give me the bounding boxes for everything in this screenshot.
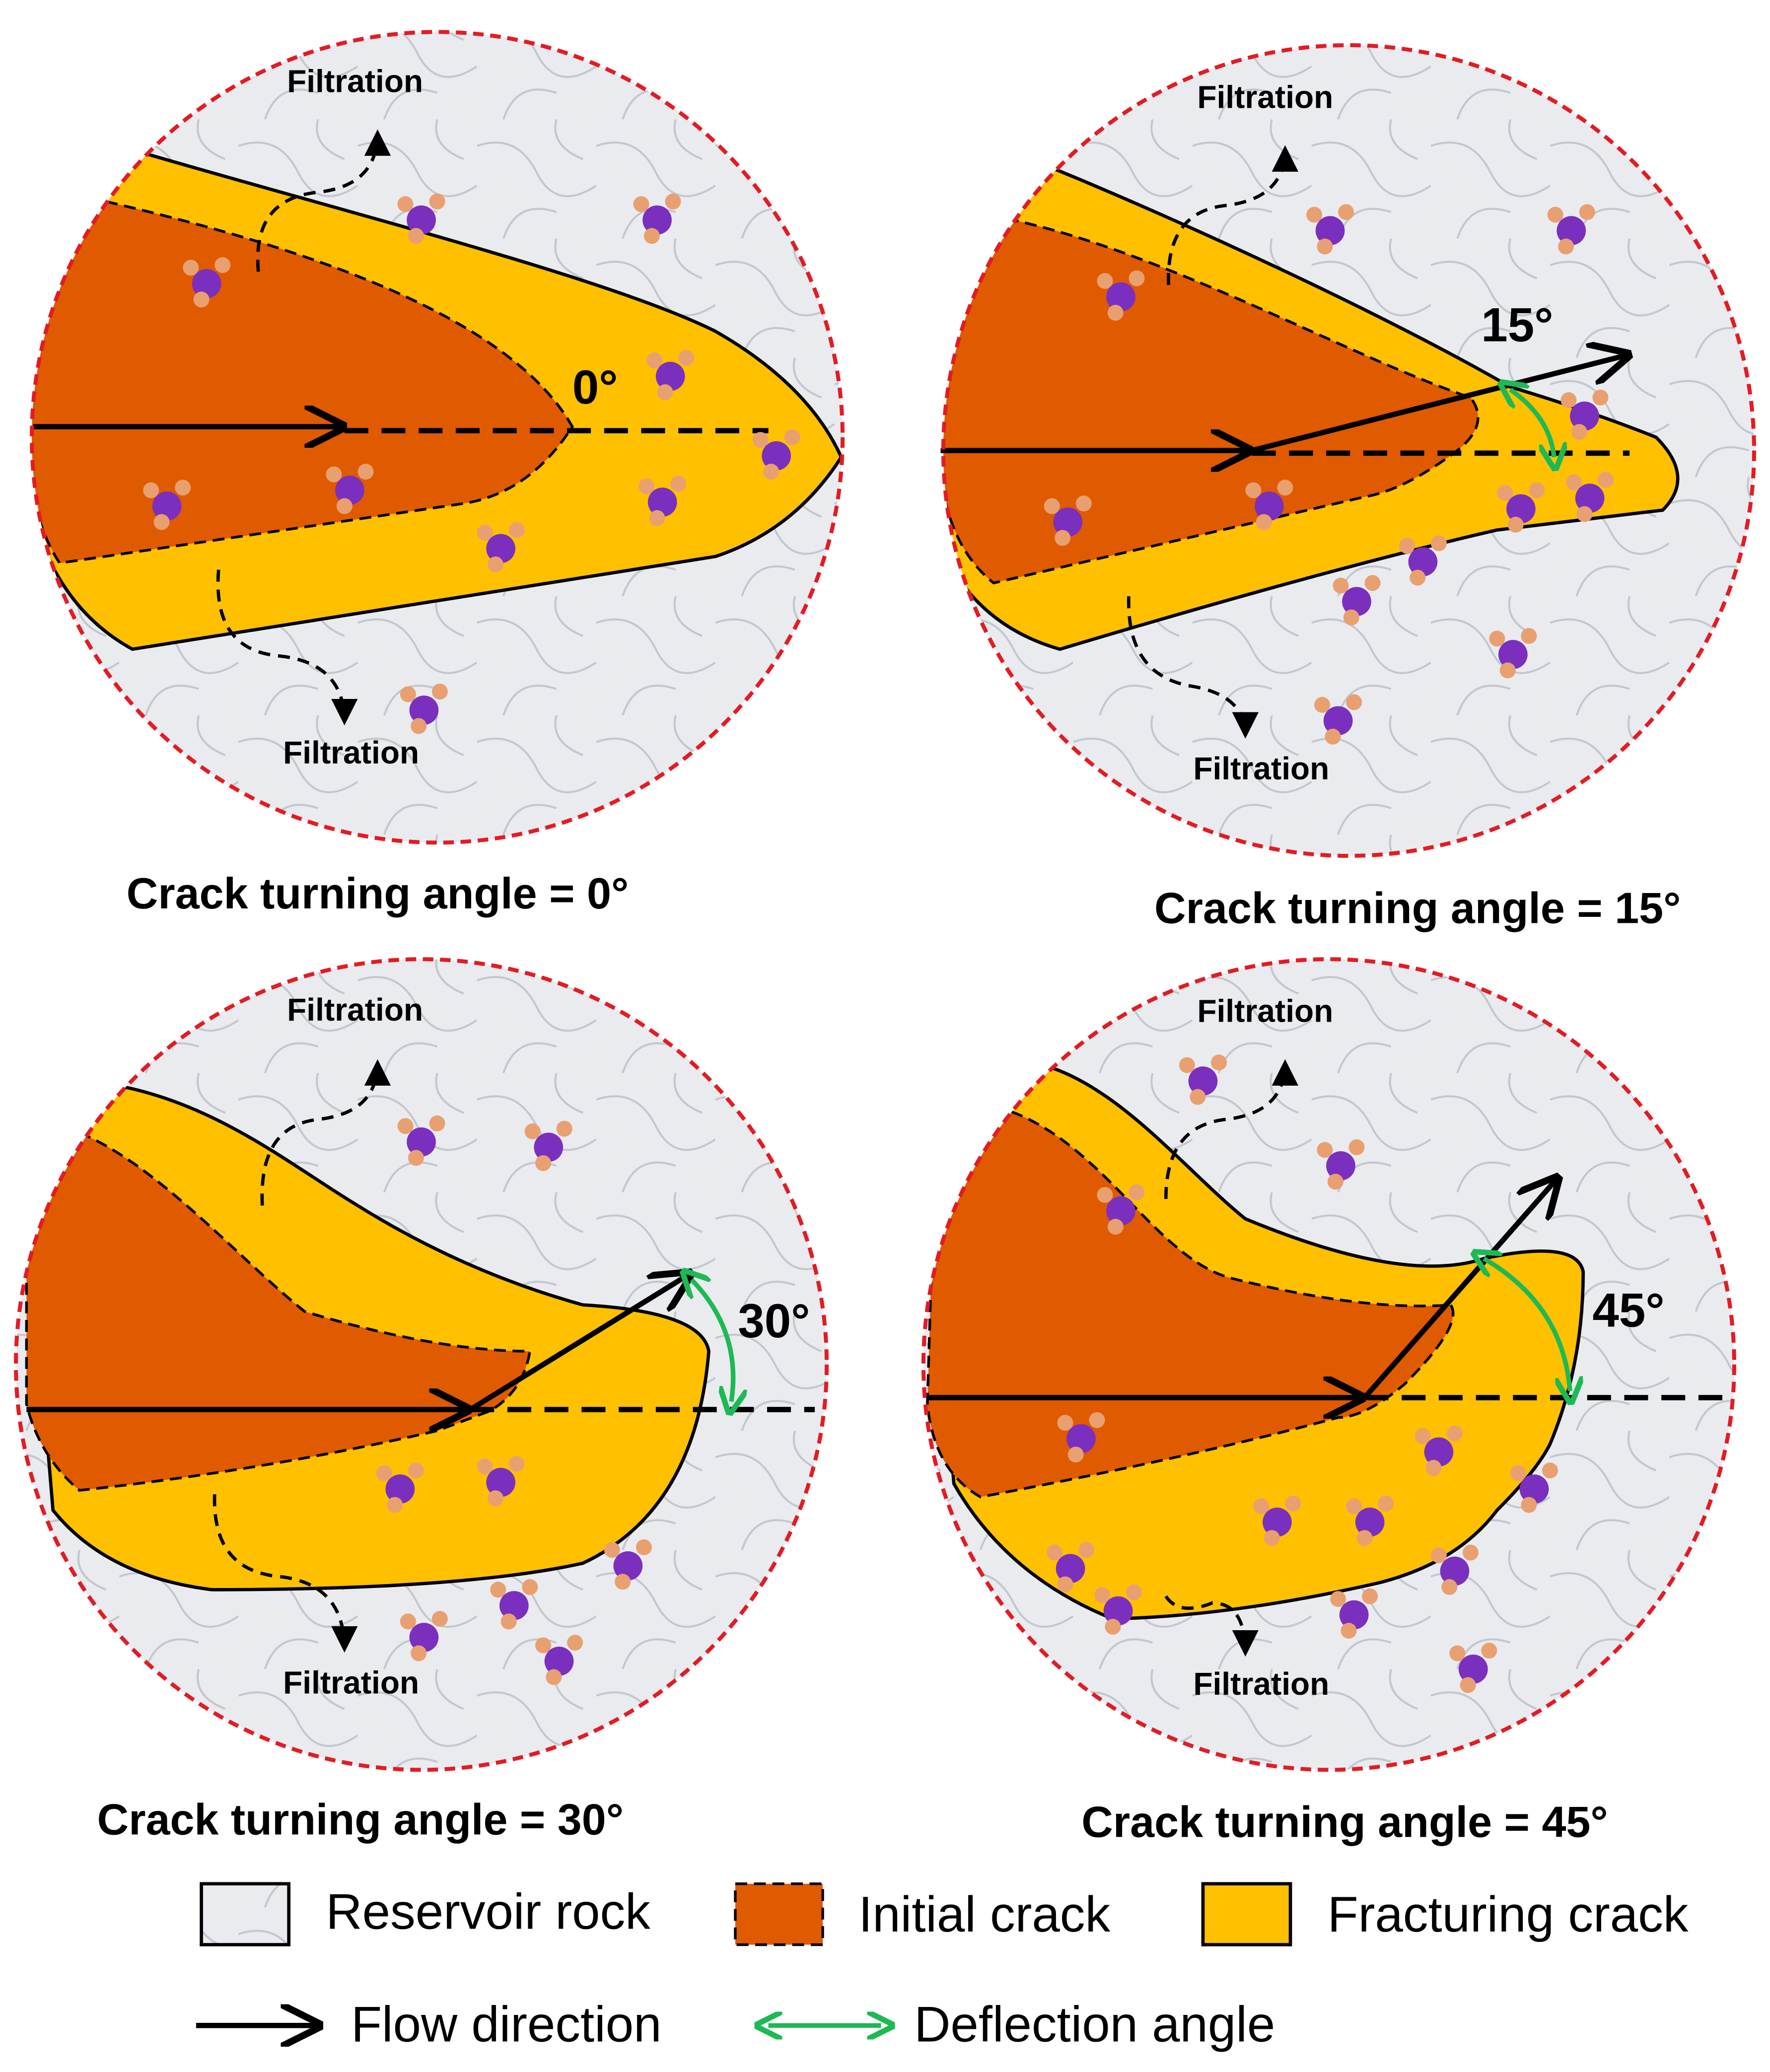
panel: Filtration Filtration 15° Crack turning … <box>940 43 1756 932</box>
legend-label: Reservoir rock <box>326 1884 650 1940</box>
panel: Filtration Filtration 0° Crack turning a… <box>30 30 845 918</box>
initial-crack <box>943 217 1480 585</box>
angle-label: 15° <box>1481 298 1553 351</box>
legend-label: Fracturing crack <box>1328 1886 1689 1942</box>
shape <box>921 957 1736 1772</box>
legend-label: Deflection angle <box>914 1996 1275 2052</box>
initial-crack <box>25 1131 532 1492</box>
shape <box>200 1882 291 1946</box>
shape <box>1201 1882 1292 1946</box>
shape <box>1167 145 1299 285</box>
filtration-label: Filtration <box>1197 993 1333 1029</box>
filtration-label: Filtration <box>1193 1666 1329 1702</box>
caption: Crack turning angle = 30° <box>97 1795 624 1844</box>
panel: Filtration Filtration 45° Crack turning … <box>921 957 1736 1847</box>
legend-label: Flow direction <box>351 1996 661 2052</box>
shape <box>14 957 829 1772</box>
shape <box>1362 1179 1557 1399</box>
shape <box>216 569 358 726</box>
shape <box>1510 390 1554 457</box>
shape <box>212 1494 358 1653</box>
angle-label: 45° <box>1592 1284 1664 1337</box>
angle-label: 0° <box>572 361 618 414</box>
filtration-label: Filtration <box>287 992 423 1028</box>
caption: Crack turning angle = 0° <box>127 869 629 918</box>
filtration-label: Filtration <box>283 735 419 770</box>
shape <box>260 1059 391 1206</box>
caption: Crack turning angle = 45° <box>1081 1797 1608 1847</box>
shape <box>941 43 1756 858</box>
panel: Filtration Filtration 30° Crack turning … <box>14 957 829 1844</box>
filtration-label: Filtration <box>1193 751 1329 786</box>
shape <box>1251 355 1627 453</box>
shape <box>30 30 845 845</box>
filtration-label: Filtration <box>1197 79 1333 115</box>
caption: Crack turning angle = 15° <box>1154 883 1681 932</box>
shape <box>469 1274 689 1412</box>
shape <box>692 1280 733 1401</box>
shape <box>1127 596 1259 739</box>
filtration-label: Filtration <box>287 63 423 99</box>
shape <box>923 959 1734 1770</box>
angle-label: 30° <box>738 1295 810 1348</box>
shape <box>1484 1258 1570 1391</box>
shape <box>734 1882 824 1946</box>
shape <box>32 32 843 843</box>
legend: Reservoir rock Initial crack Fracturing … <box>196 1882 1689 2052</box>
shape <box>1164 1595 1259 1657</box>
legend-label: Initial crack <box>858 1886 1110 1942</box>
filtration-label: Filtration <box>283 1664 419 1700</box>
shape <box>1164 1059 1299 1199</box>
